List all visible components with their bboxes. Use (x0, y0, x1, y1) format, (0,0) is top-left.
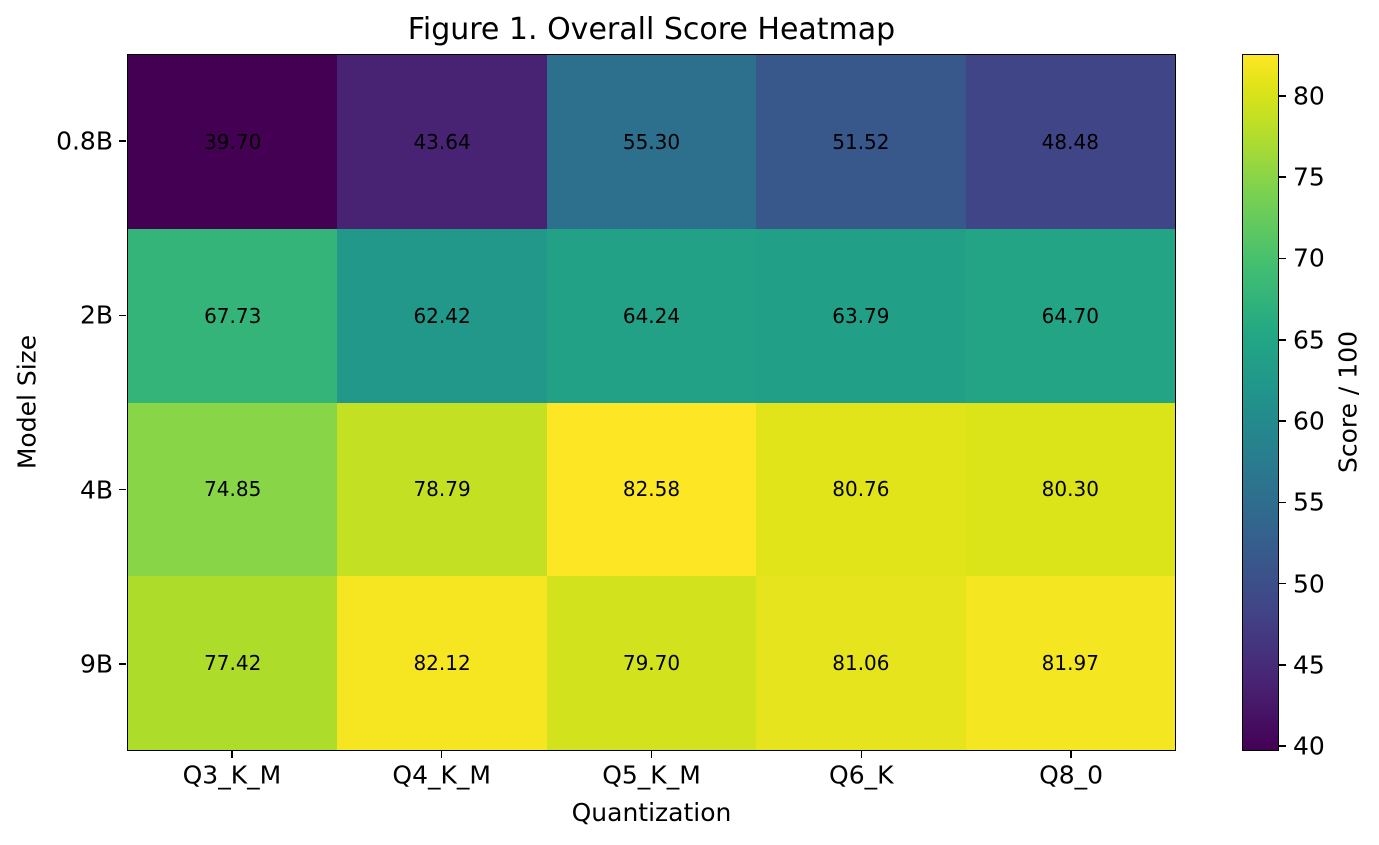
heatmap-cell: 64.24 (546, 228, 757, 403)
colorbar-tick-label: 75 (1293, 162, 1325, 192)
x-tick-label: Q6_K (829, 760, 894, 790)
heatmap-cell: 78.79 (337, 402, 547, 577)
y-axis-label: Model Size (12, 334, 42, 470)
heatmap-cell: 80.76 (756, 402, 966, 577)
cell-value-label: 43.64 (413, 129, 471, 154)
x-tick-mark (860, 751, 863, 758)
heatmap-cell: 81.97 (965, 576, 1175, 750)
cell-value-label: 63.79 (832, 303, 890, 328)
colorbar-tick-mark (1279, 176, 1286, 178)
cell-value-label: 82.12 (413, 651, 471, 676)
heatmap-cell: 74.85 (128, 402, 338, 577)
colorbar-tick-label: 40 (1293, 731, 1325, 761)
heatmap-cell: 39.70 (128, 55, 338, 229)
x-tick-mark (650, 751, 653, 758)
y-tick-mark (119, 663, 126, 665)
cell-value-label: 55.30 (622, 129, 681, 154)
y-tick-label: 9B (79, 649, 113, 679)
heatmap-cell: 48.48 (965, 55, 1175, 229)
cell-value-label: 51.52 (832, 129, 890, 154)
cell-value-label: 79.70 (622, 651, 681, 676)
cell-value-label: 80.30 (1041, 477, 1099, 502)
cell-value-label: 80.76 (832, 477, 890, 502)
colorbar-tick-label: 80 (1293, 81, 1325, 111)
colorbar-tick-label: 65 (1293, 325, 1325, 355)
colorbar-tick-mark (1279, 420, 1286, 422)
y-tick-label: 2B (79, 300, 113, 330)
x-tick-mark (440, 751, 443, 758)
colorbar-tick-mark (1279, 501, 1286, 504)
x-tick-mark (1070, 751, 1072, 758)
colorbar-tick-mark (1279, 339, 1286, 341)
colorbar-tick-mark (1279, 664, 1286, 666)
x-tick-label: Q8_0 (1039, 760, 1104, 790)
x-tick-label: Q5_K_M (602, 760, 701, 790)
cell-value-label: 48.48 (1041, 129, 1099, 154)
cell-value-label: 67.73 (204, 303, 262, 328)
colorbar-tick-mark (1279, 745, 1286, 747)
heatmap-cell: 62.42 (337, 228, 547, 403)
chart-title: Figure 1. Overall Score Heatmap (407, 12, 896, 47)
colorbar-label: Score / 100 (1333, 330, 1363, 474)
heatmap-cell: 63.79 (756, 228, 966, 403)
x-axis-label: Quantization (571, 798, 732, 827)
colorbar-tick-label: 70 (1293, 243, 1325, 273)
colorbar (1242, 54, 1279, 751)
cell-value-label: 74.85 (204, 477, 262, 502)
cell-value-label: 62.42 (413, 303, 471, 328)
x-tick-mark (231, 751, 233, 758)
cell-value-label: 78.79 (413, 477, 471, 502)
colorbar-tick-mark (1279, 95, 1286, 97)
heatmap-cell: 82.12 (337, 576, 547, 750)
heatmap-cell: 67.73 (128, 228, 338, 403)
colorbar-tick-label: 50 (1293, 569, 1325, 599)
colorbar-tick-label: 45 (1293, 650, 1325, 680)
cell-value-label: 82.58 (622, 477, 681, 502)
colorbar-tick-label: 60 (1293, 406, 1325, 436)
colorbar-tick-label: 55 (1293, 487, 1325, 517)
heatmap-cell: 81.06 (756, 576, 966, 750)
y-tick-mark (119, 140, 126, 142)
heatmap-cell: 51.52 (756, 55, 966, 229)
x-tick-label: Q4_K_M (392, 760, 491, 790)
heatmap-cell: 77.42 (128, 576, 338, 750)
y-tick-label: 0.8B (56, 126, 113, 156)
heatmap-cell: 80.30 (965, 402, 1175, 577)
x-tick-label: Q3_K_M (182, 760, 282, 790)
y-tick-mark (119, 314, 126, 317)
colorbar-tick-mark (1279, 582, 1286, 585)
heatmap-cell: 55.30 (546, 55, 757, 229)
cell-value-label: 81.06 (832, 651, 890, 676)
heatmap-plot: 39.70 43.64 55.30 51.52 48.48 67.73 62.42 64.24… (127, 54, 1176, 751)
cell-value-label: 64.70 (1041, 303, 1099, 328)
y-tick-mark (119, 488, 126, 491)
heatmap-cell: 64.70 (965, 228, 1175, 403)
heatmap-cell: 43.64 (337, 55, 547, 229)
heatmap-cell: 82.58 (546, 402, 757, 577)
cell-value-label: 39.70 (204, 129, 262, 154)
heatmap-cell: 79.70 (546, 576, 757, 750)
colorbar-tick-mark (1279, 257, 1286, 260)
cell-value-label: 64.24 (622, 303, 681, 328)
cell-value-label: 77.42 (204, 651, 262, 676)
cell-value-label: 81.97 (1041, 651, 1099, 676)
y-tick-label: 4B (79, 475, 113, 505)
